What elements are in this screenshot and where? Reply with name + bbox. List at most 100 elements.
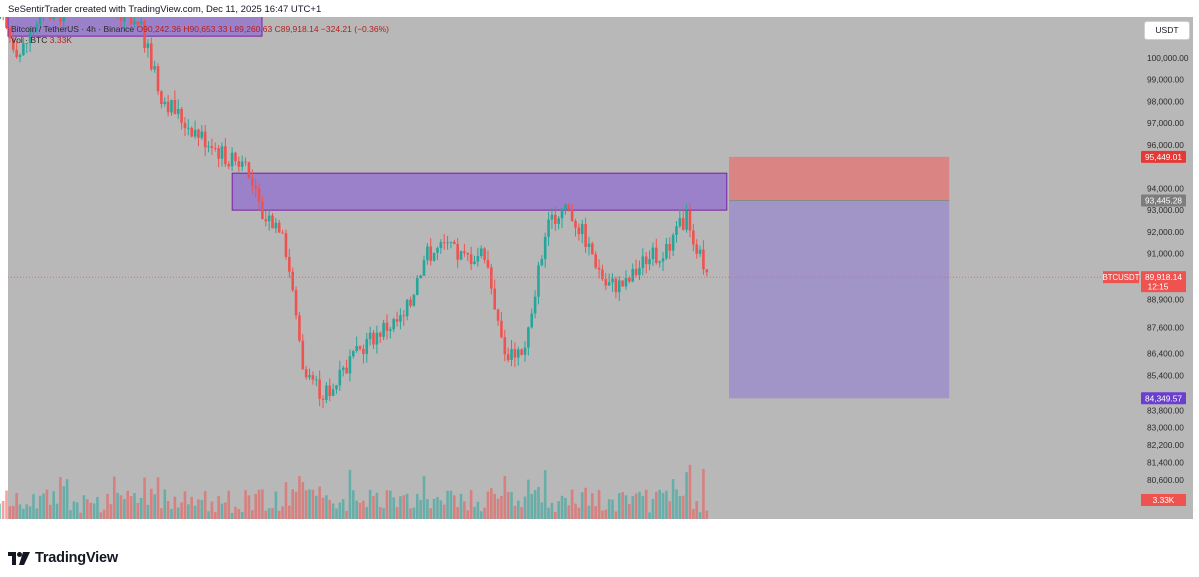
supply-zone-1[interactable]: [7, 17, 263, 37]
volume-bar: [341, 498, 345, 519]
candle-body: [584, 224, 587, 247]
volume-bar: [658, 489, 661, 519]
candle-body: [503, 337, 507, 355]
volume-bar: [1, 500, 5, 519]
take-profit-zone[interactable]: [729, 200, 950, 399]
volume-bar: [72, 501, 76, 519]
volume-bar: [129, 496, 133, 519]
candle-body: [213, 148, 217, 149]
volume-bar: [325, 495, 328, 519]
candle-body: [617, 280, 621, 293]
candle-body: [314, 379, 318, 381]
candle-body: [133, 21, 136, 25]
volume-bar: [301, 482, 305, 519]
volume-bar: [22, 508, 25, 519]
candle-body: [493, 288, 496, 310]
candle-body: [277, 222, 281, 233]
volume-bar: [644, 489, 648, 519]
volume-bar: [486, 491, 490, 519]
currency-selector-button[interactable]: USDT: [1144, 21, 1190, 40]
volume-bar: [52, 491, 55, 519]
candle-body: [681, 218, 685, 230]
volume-bar: [550, 502, 554, 519]
volume-bar: [180, 502, 183, 519]
volume-bar: [378, 507, 382, 519]
candle-body: [22, 43, 25, 56]
volume-bar: [399, 496, 402, 519]
candle-body: [523, 347, 527, 355]
candle-body: [8, 27, 12, 39]
candle-body: [271, 215, 274, 229]
candle-body: [288, 256, 291, 272]
volume-bar: [365, 506, 369, 519]
candle-body: [234, 152, 237, 162]
candle-body: [274, 222, 278, 229]
candle-body: [220, 146, 224, 159]
candle-body: [385, 322, 389, 331]
volume-bar: [537, 486, 540, 519]
volume-bar: [621, 492, 624, 519]
candle-body: [426, 246, 429, 261]
volume-value-badge: [1141, 494, 1186, 506]
volume-bar: [500, 495, 503, 519]
volume-bar: [220, 503, 224, 519]
candle-body: [153, 66, 156, 70]
supply-zone-2[interactable]: [231, 172, 728, 211]
price-chart[interactable]: 100,000.00 99,000.00 98,000.00 97,000.00 96,…: [0, 17, 1199, 519]
candle-body: [32, 31, 35, 33]
candle-body: [267, 215, 271, 222]
candle-body: [355, 346, 358, 352]
volume-bar: [355, 500, 358, 519]
volume-bar: [409, 508, 412, 519]
candle-body: [49, 17, 52, 19]
y-tick-label: 96,000.00: [1147, 140, 1184, 150]
candle-body: [692, 230, 695, 245]
volume-bar: [38, 495, 42, 519]
stop-loss-zone[interactable]: [729, 156, 950, 201]
volume-bar: [506, 491, 510, 519]
candle-body: [402, 315, 406, 317]
volume-bar: [543, 470, 547, 519]
volume-bar: [702, 468, 705, 519]
volume-bar: [200, 500, 204, 519]
volume-bar: [45, 489, 49, 519]
attribution-text: SeSentirTrader created with TradingView.…: [8, 4, 322, 15]
volume-bar: [634, 493, 638, 519]
candle-body: [176, 108, 180, 114]
volume-bar: [173, 496, 177, 519]
candle-body: [358, 346, 362, 349]
candle-body: [453, 241, 456, 245]
volume-bar: [35, 508, 39, 519]
candle-body: [62, 17, 66, 22]
candle-body: [284, 233, 288, 257]
volume-bar: [203, 491, 207, 519]
candle-body: [348, 356, 352, 374]
volume-bar: [8, 506, 12, 519]
volume-bar: [446, 490, 449, 519]
volume-bar: [294, 491, 298, 519]
candle-body: [577, 227, 581, 235]
volume-bar: [244, 490, 247, 519]
candle-body: [217, 148, 220, 159]
y-tick-label: 81,400.00: [1147, 457, 1184, 467]
volume-bar: [402, 495, 406, 519]
volume-bar: [567, 505, 571, 519]
volume-bar: [11, 505, 15, 519]
y-tick-label: 86,400.00: [1147, 349, 1184, 359]
volume-bar: [25, 504, 29, 519]
candle-body: [506, 354, 510, 361]
candle-body: [442, 242, 446, 244]
candle-body: [557, 218, 560, 224]
y-tick-label: 92,000.00: [1147, 227, 1184, 237]
volume-bar: [584, 487, 587, 519]
candle-body: [429, 246, 433, 261]
current-price-text: 89,918.14: [1145, 272, 1182, 282]
candle-body: [170, 99, 173, 113]
volume-bar: [82, 495, 86, 519]
candle-body: [139, 21, 143, 25]
candle-body: [446, 242, 449, 244]
candle-body: [365, 339, 369, 354]
close-value: C89,918.14: [274, 24, 319, 34]
volume-bar: [163, 489, 167, 519]
volume-bar: [227, 490, 231, 519]
